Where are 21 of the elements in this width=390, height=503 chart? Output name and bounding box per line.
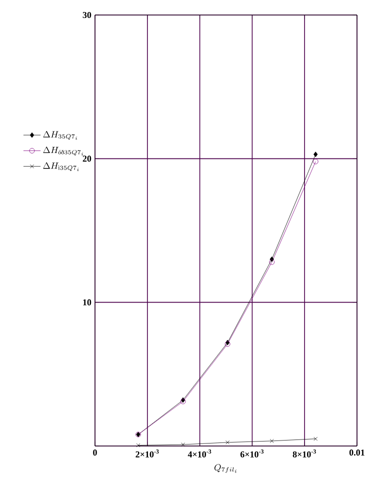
point <box>314 436 318 441</box>
point <box>226 440 230 444</box>
x-axis-title: $Q_{7fil_{i}}$ <box>214 464 237 473</box>
legend-label: $\Delta H_{35Q7_{i}}$ <box>43 130 78 140</box>
legend-label: $\Delta H_{\text{ì}35Q7_{i}}$ <box>43 162 79 172</box>
point <box>270 439 274 443</box>
x-tick-label: 0.01 <box>349 450 364 456</box>
point <box>314 152 318 158</box>
x-tick-label: 0 <box>93 450 97 456</box>
y-tick-label: 30 <box>82 12 92 18</box>
x-tick-label: 6×10$^{-3}$ <box>240 450 264 458</box>
y-tick-label: 20 <box>82 156 92 162</box>
y-tick-label: 10 <box>83 299 92 306</box>
point <box>181 442 185 447</box>
x-tick-label: 8×10$^{-3}$ <box>292 450 316 458</box>
point <box>312 158 318 164</box>
point <box>269 259 275 265</box>
x-tick-label: 2×10$^{-3}$ <box>136 450 159 458</box>
legend-label: $\Delta H_{\text{óð}35Q7_{i}}$ <box>43 146 84 156</box>
point <box>136 443 140 448</box>
x-tick-label: 4×10$^{-3}$ <box>188 450 212 458</box>
